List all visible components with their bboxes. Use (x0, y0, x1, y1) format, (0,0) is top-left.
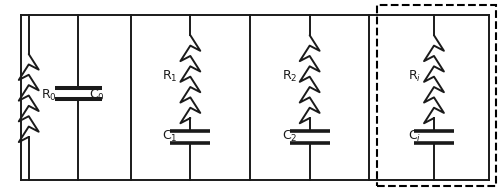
Bar (377, 5, 496, 186)
Text: R$_i$: R$_i$ (408, 69, 422, 84)
Text: R$_2$: R$_2$ (282, 69, 297, 84)
Text: C$_i$: C$_i$ (408, 129, 422, 144)
Text: R$_1$: R$_1$ (162, 69, 178, 84)
Text: C$_0$: C$_0$ (90, 88, 105, 103)
Text: C$_2$: C$_2$ (282, 129, 297, 144)
Text: C$_1$: C$_1$ (162, 129, 178, 144)
Text: R$_0$: R$_0$ (41, 88, 57, 103)
